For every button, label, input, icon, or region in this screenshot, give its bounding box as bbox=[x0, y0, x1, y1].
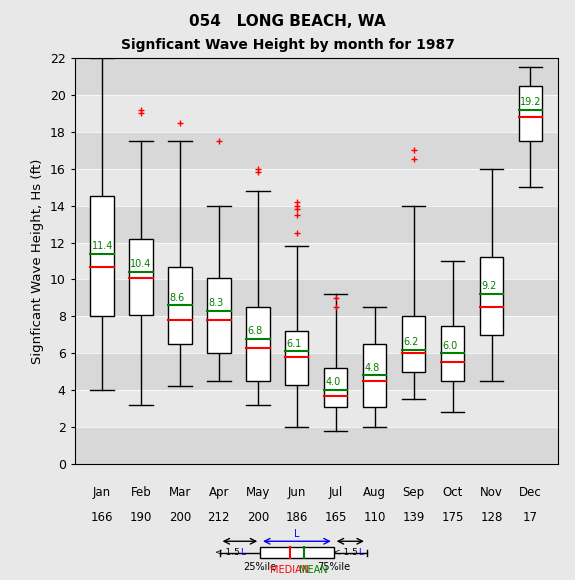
Bar bbox=[75, 95, 558, 132]
Text: 25%ile: 25%ile bbox=[244, 561, 277, 572]
Text: Signficant Wave Height by month for 1987: Signficant Wave Height by month for 1987 bbox=[121, 38, 454, 52]
Text: Feb: Feb bbox=[131, 486, 151, 499]
Text: 75%ile: 75%ile bbox=[317, 561, 350, 572]
Text: < 1.5: < 1.5 bbox=[215, 548, 243, 557]
Text: 17: 17 bbox=[523, 510, 538, 524]
Bar bbox=[75, 58, 558, 95]
Text: 054   LONG BEACH, WA: 054 LONG BEACH, WA bbox=[189, 14, 386, 30]
Text: Aug: Aug bbox=[363, 486, 386, 499]
Text: 8.3: 8.3 bbox=[208, 298, 224, 308]
Text: L: L bbox=[240, 548, 245, 557]
Text: 175: 175 bbox=[442, 510, 464, 524]
Bar bbox=[129, 239, 152, 314]
Text: May: May bbox=[246, 486, 270, 499]
Text: 11.4: 11.4 bbox=[91, 241, 113, 251]
Text: Sep: Sep bbox=[402, 486, 425, 499]
Bar bbox=[480, 258, 503, 335]
Text: 19.2: 19.2 bbox=[520, 97, 542, 107]
Text: Jan: Jan bbox=[93, 486, 111, 499]
Bar bbox=[363, 344, 386, 407]
Bar bbox=[285, 331, 308, 385]
Bar bbox=[75, 316, 558, 353]
Text: 9.2: 9.2 bbox=[481, 281, 496, 291]
Text: Nov: Nov bbox=[480, 486, 503, 499]
Text: Oct: Oct bbox=[442, 486, 463, 499]
Text: 110: 110 bbox=[363, 510, 386, 524]
Text: 212: 212 bbox=[208, 510, 230, 524]
Y-axis label: Signficant Wave Height, Hs (ft): Signficant Wave Height, Hs (ft) bbox=[31, 158, 44, 364]
Text: 128: 128 bbox=[480, 510, 503, 524]
Text: MEDIAN: MEDIAN bbox=[270, 565, 309, 575]
Text: L: L bbox=[358, 548, 363, 557]
Bar bbox=[75, 390, 558, 427]
Text: Apr: Apr bbox=[209, 486, 229, 499]
Text: 10.4: 10.4 bbox=[131, 259, 152, 269]
Text: 6.2: 6.2 bbox=[403, 337, 419, 347]
Bar bbox=[519, 86, 542, 141]
Text: 4.8: 4.8 bbox=[364, 362, 380, 372]
Text: 165: 165 bbox=[324, 510, 347, 524]
Bar bbox=[260, 547, 334, 559]
Bar bbox=[246, 307, 270, 381]
Text: 8.6: 8.6 bbox=[170, 292, 185, 303]
Text: Jun: Jun bbox=[288, 486, 306, 499]
Text: 6.8: 6.8 bbox=[247, 326, 263, 336]
Text: 186: 186 bbox=[286, 510, 308, 524]
Bar bbox=[168, 267, 191, 344]
Bar bbox=[402, 316, 426, 372]
Bar bbox=[75, 280, 558, 316]
Text: 6.0: 6.0 bbox=[442, 340, 457, 350]
Text: 4.0: 4.0 bbox=[325, 378, 340, 387]
Text: 6.1: 6.1 bbox=[286, 339, 301, 349]
Bar bbox=[207, 278, 231, 353]
Text: 200: 200 bbox=[247, 510, 269, 524]
Text: Mar: Mar bbox=[168, 486, 191, 499]
Bar bbox=[75, 206, 558, 242]
Text: 190: 190 bbox=[130, 510, 152, 524]
Bar bbox=[75, 132, 558, 169]
Bar bbox=[324, 368, 347, 407]
Bar bbox=[75, 169, 558, 206]
Text: MEAN: MEAN bbox=[299, 565, 328, 575]
Text: Dec: Dec bbox=[519, 486, 542, 499]
Text: L: L bbox=[294, 530, 300, 539]
Text: 200: 200 bbox=[169, 510, 191, 524]
Bar bbox=[441, 325, 464, 381]
Bar bbox=[75, 353, 558, 390]
Text: < 1.5: < 1.5 bbox=[333, 548, 361, 557]
Text: Jul: Jul bbox=[328, 486, 343, 499]
Bar bbox=[75, 427, 558, 464]
Text: 139: 139 bbox=[402, 510, 425, 524]
Text: 166: 166 bbox=[91, 510, 113, 524]
Bar bbox=[90, 197, 114, 316]
Bar bbox=[75, 242, 558, 280]
